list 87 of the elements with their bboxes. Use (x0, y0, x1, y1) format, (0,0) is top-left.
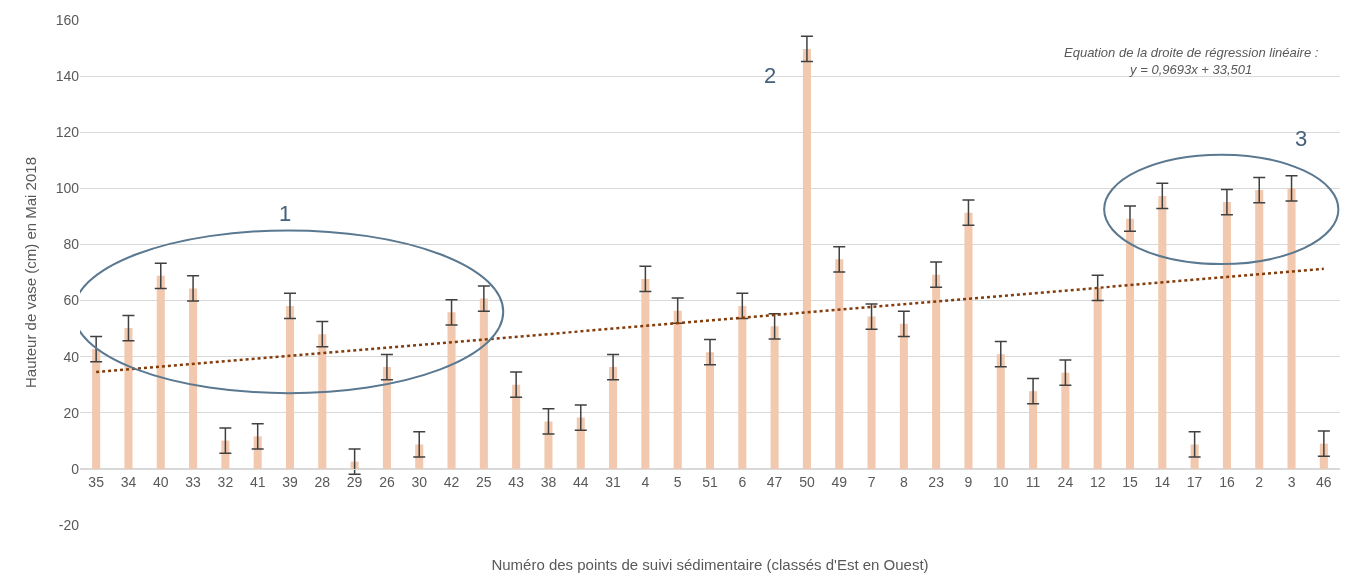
bar (1061, 372, 1070, 469)
x-tick-label: 33 (185, 473, 202, 490)
bar (673, 310, 682, 469)
x-tick-label: 50 (799, 473, 815, 490)
x-tick-label: 38 (540, 473, 557, 490)
bar (447, 312, 456, 469)
x-tick-label: 41 (249, 473, 266, 490)
x-tick-label: 28 (314, 473, 331, 490)
x-tick-label: 46 (1316, 473, 1332, 490)
x-tick-label: 29 (346, 473, 363, 490)
bar (1093, 287, 1102, 469)
bar (1029, 391, 1038, 469)
x-tick-label: 43 (508, 473, 525, 490)
bar (867, 316, 876, 469)
bar (1125, 218, 1135, 469)
x-tick-label: 39 (282, 473, 298, 490)
x-tick-label: 42 (443, 473, 460, 490)
y-tick-label: -20 (58, 516, 80, 533)
x-tick-label: 24 (1057, 473, 1074, 490)
bar (609, 367, 618, 469)
x-tick-label: 17 (1186, 473, 1203, 490)
bar (641, 278, 650, 469)
y-tick-label: 40 (63, 348, 80, 365)
bar (835, 259, 844, 469)
x-tick-label: 16 (1219, 473, 1235, 490)
x-tick-label: 11 (1025, 473, 1041, 490)
x-tick-label: 14 (1154, 473, 1171, 490)
bar (770, 326, 779, 469)
bar (512, 384, 521, 469)
y-tick-label: 60 (63, 292, 80, 309)
x-tick-label: 47 (766, 473, 783, 490)
y-tick-label: 120 (55, 124, 80, 141)
y-tick-label: 80 (63, 236, 80, 253)
bar (964, 212, 973, 469)
annotation: 2 (764, 63, 777, 88)
x-tick-label: 10 (992, 473, 1009, 490)
x-tick-label: 3 (1287, 473, 1296, 490)
bar (318, 334, 327, 469)
x-tick-label: 23 (928, 473, 945, 490)
x-tick-label: 5 (673, 473, 682, 490)
y-tick-label: 20 (63, 404, 80, 421)
bar (802, 48, 811, 469)
x-tick-label: 8 (899, 473, 908, 490)
annotation: 3 (1295, 126, 1308, 151)
bar (124, 328, 133, 469)
y-tick-label: 100 (55, 180, 80, 197)
x-tick-label: 4 (641, 473, 650, 490)
bar (932, 274, 941, 469)
x-tick-label: 26 (379, 473, 395, 490)
bar (156, 275, 165, 469)
y-tick-label: 140 (55, 68, 80, 85)
x-tick-label: 31 (605, 473, 622, 490)
y-tick-label: 160 (55, 11, 80, 28)
bar (189, 288, 198, 469)
bar (1255, 190, 1264, 469)
x-tick-label: 2 (1255, 473, 1264, 490)
bar (479, 298, 488, 469)
x-tick-label: 6 (738, 473, 747, 490)
x-tick-label: 9 (964, 473, 973, 490)
annotation: 1 (279, 201, 292, 226)
bar (899, 323, 908, 469)
y-tick-label: 0 (71, 460, 80, 477)
y-axis-title: Hauteur de vase (cm) en Mai 2018 (21, 157, 39, 388)
x-tick-label: 40 (152, 473, 169, 490)
x-tick-label: 15 (1122, 473, 1138, 490)
x-tick-label: 35 (88, 473, 105, 490)
bar (1158, 195, 1167, 469)
bar (544, 421, 553, 469)
x-tick-label: 34 (120, 473, 137, 490)
bar (705, 352, 715, 469)
x-tick-label: 32 (217, 473, 234, 490)
x-tick-label: 44 (572, 473, 589, 490)
bar (285, 305, 295, 469)
bar (382, 367, 391, 469)
x-tick-label: 25 (476, 473, 492, 490)
x-tick-label: 7 (867, 473, 876, 490)
bar (996, 354, 1005, 469)
bar (92, 349, 101, 469)
bar (738, 305, 747, 469)
bar (1287, 188, 1296, 469)
x-tick-label: 51 (702, 473, 718, 490)
x-axis-title: Numéro des points de suivi sédimentaire (classés d'Est en Ouest) (491, 555, 929, 573)
x-tick-label: 49 (831, 473, 848, 490)
annotation: Equation de la droite de régression linéaire : y = 0,9693x + 33,501 (1064, 45, 1319, 77)
x-tick-label: 30 (411, 473, 428, 490)
bar (1222, 202, 1231, 469)
x-tick-label: 12 (1089, 473, 1106, 490)
